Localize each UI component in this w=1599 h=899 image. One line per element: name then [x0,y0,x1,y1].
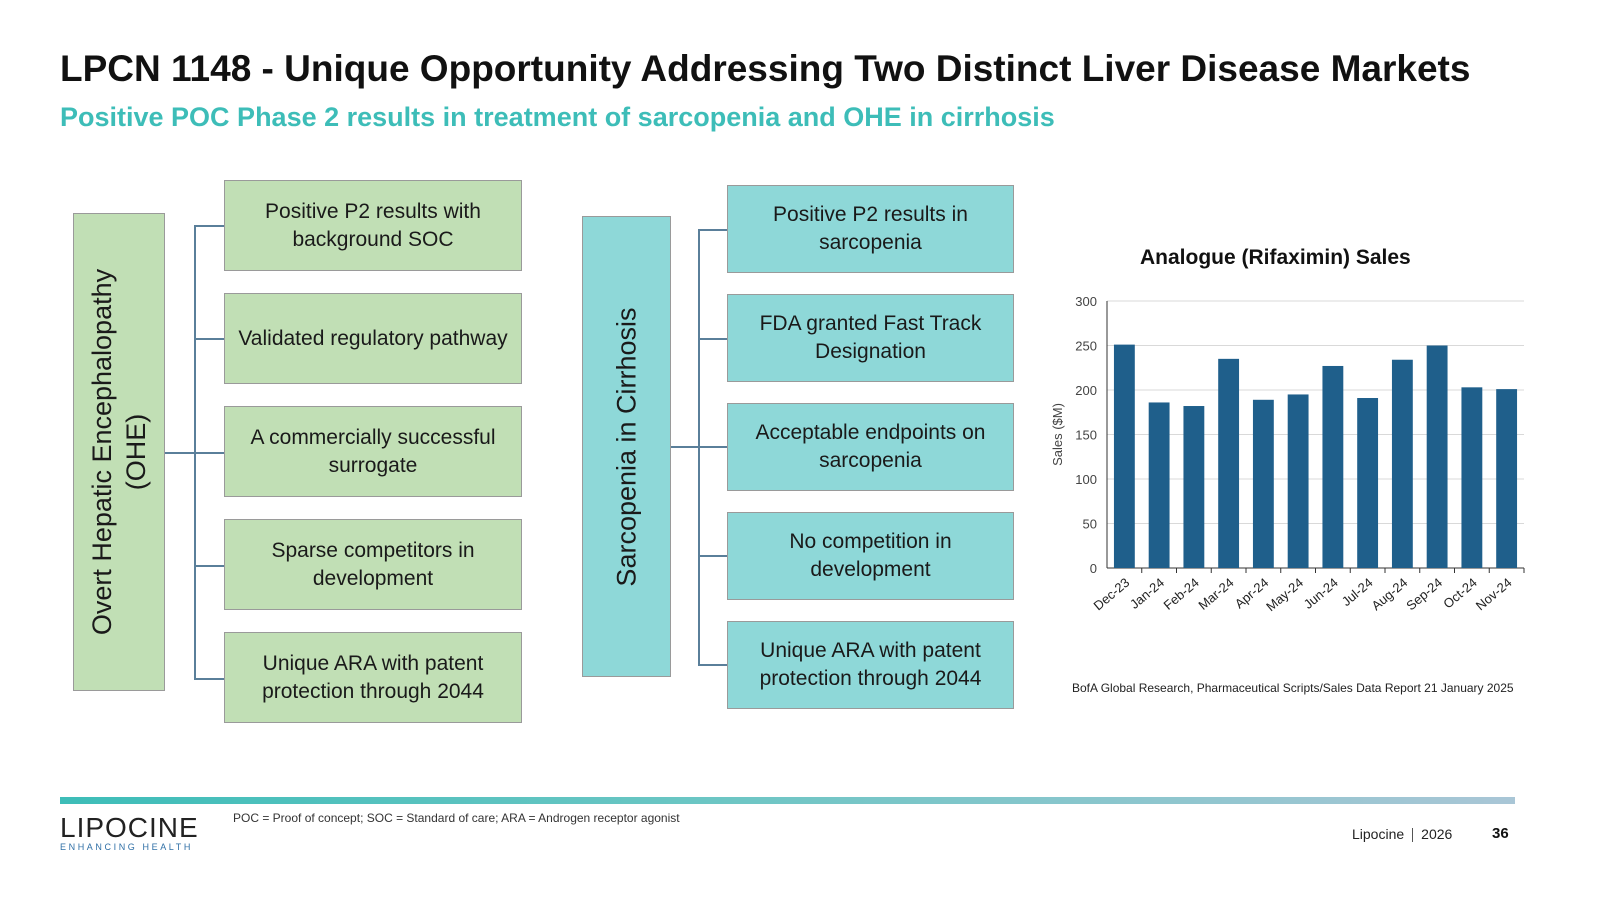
chart-source-note: BofA Global Research, Pharmaceutical Scr… [1072,681,1514,695]
bar [1357,398,1379,568]
ohe-connector-branch [194,678,224,680]
slide-title: LPCN 1148 - Unique Opportunity Addressin… [60,48,1471,89]
ohe-connector-branch [194,565,224,567]
x-tick-label: Nov-24 [1473,575,1515,613]
ohe-label-line1: Overt Hepatic Encephalopathy [87,268,117,636]
ohe-connector-stem [165,452,195,454]
y-tick-label: 0 [1090,561,1097,576]
x-tick-label: Oct-24 [1440,575,1480,612]
bar [1287,394,1309,568]
sarcopenia-connector-stem [671,446,699,448]
sarcopenia-item-box: No competition in development [727,512,1014,600]
ohe-connector-branch [194,225,224,227]
sarcopenia-category-box: Sarcopenia in Cirrhosis [582,216,671,677]
ohe-connector-branch [194,338,224,340]
ohe-item-box: A commercially successful surrogate [224,406,522,497]
bar [1322,365,1344,568]
y-axis-label: Sales ($M) [1050,403,1065,466]
ohe-item-text: Unique ARA with patent [262,651,484,675]
sarcopenia-item-box: Unique ARA with patent protection through… [727,621,1014,709]
y-tick-label: 50 [1083,517,1097,532]
ohe-item-box: Sparse competitors in development [224,519,522,610]
y-tick-label: 300 [1075,294,1097,309]
sarcopenia-item-box: Positive P2 results in sarcopenia [727,185,1014,273]
x-tick-label: Sep-24 [1403,575,1445,613]
sarcopenia-item-box: Acceptable endpoints on sarcopenia [727,403,1014,491]
footer-company: Lipocine [1352,826,1405,842]
bar [1218,358,1240,568]
sarcopenia-item-text: FDA granted Fast Track [759,312,982,335]
x-tick-label: Mar-24 [1195,575,1236,613]
sarcopenia-connector-branch [698,229,728,231]
ohe-item-text: Positive P2 results with [265,199,481,223]
company-logo: LIPOCINE ENHANCING HEALTH [60,812,199,852]
sarcopenia-item-text: Positive P2 results in [773,203,968,226]
slide-subtitle: Positive POC Phase 2 results in treatmen… [60,102,1055,132]
sarcopenia-item-box: FDA granted Fast Track Designation [727,294,1014,382]
ohe-item-text: Sparse competitors in [271,538,475,562]
chart-title: Analogue (Rifaximin) Sales [1140,246,1411,269]
ohe-item-text: protection through 2044 [262,679,484,703]
sarcopenia-item-text: sarcopenia [819,231,922,254]
bar [1391,359,1413,568]
ohe-item-text: surrogate [328,453,418,477]
bar [1426,345,1448,568]
x-tick-label: May-24 [1263,575,1306,614]
footer-separator [1412,828,1414,843]
ohe-item-box: Positive P2 results with background SOC [224,180,522,271]
sarcopenia-item-text: protection through 2044 [759,667,982,690]
y-tick-label: 150 [1075,428,1097,443]
sarcopenia-label: Sarcopenia in Cirrhosis [611,306,642,587]
sarcopenia-connector-branch [698,446,728,448]
sarcopenia-item-text: development [810,558,931,581]
ohe-category-box: Overt Hepatic Encephalopathy (OHE) [73,213,165,691]
abbreviations-note: POC = Proof of concept; SOC = Standard o… [233,811,680,825]
sales-bar-chart: 0 50 100 150 200 250 300 Sales ($M) Dec-23Jan-24… [1050,294,1525,614]
bar [1252,399,1274,568]
sarcopenia-item-text: Designation [815,340,926,363]
y-tick-label: 250 [1075,339,1097,354]
bar [1113,344,1135,568]
ohe-label-line2: (OHE) [121,413,151,491]
x-tick-label: Aug-24 [1369,575,1411,613]
y-tick-label: 100 [1075,472,1097,487]
footer-year: 2026 [1421,826,1453,842]
bar [1148,402,1170,568]
footer-divider [60,797,1515,804]
x-tick-label: Jan-24 [1127,575,1167,612]
logo-wordmark: LIPOCINE [60,812,199,843]
logo-tagline: ENHANCING HEALTH [60,842,193,852]
ohe-item-text: Validated regulatory pathway [238,326,508,350]
x-tick-label: Feb-24 [1161,575,1202,613]
ohe-item-text: background SOC [292,227,454,251]
page-number: 36 [1492,825,1509,842]
x-tick-label: Dec-23 [1091,575,1133,613]
ohe-item-box: Unique ARA with patent protection through… [224,632,522,723]
footer-company-year: Lipocine 2026 [1352,826,1453,843]
sarcopenia-connector-branch [698,664,728,666]
y-tick-label: 200 [1075,383,1097,398]
bar [1461,387,1483,568]
ohe-item-box: Validated regulatory pathway [224,293,522,384]
x-tick-label: Jun-24 [1301,575,1341,612]
sarcopenia-item-text: Acceptable endpoints on [755,421,986,444]
ohe-item-text: development [312,566,434,590]
sarcopenia-item-text: No competition in [789,530,952,553]
sarcopenia-connector-branch [698,338,728,340]
sarcopenia-item-text: sarcopenia [819,449,922,472]
sarcopenia-item-text: Unique ARA with patent [760,639,981,662]
bar [1183,406,1205,568]
ohe-connector-branch [194,452,224,454]
sarcopenia-connector-branch [698,555,728,557]
bar [1496,389,1518,568]
ohe-item-text: A commercially successful [250,425,496,449]
